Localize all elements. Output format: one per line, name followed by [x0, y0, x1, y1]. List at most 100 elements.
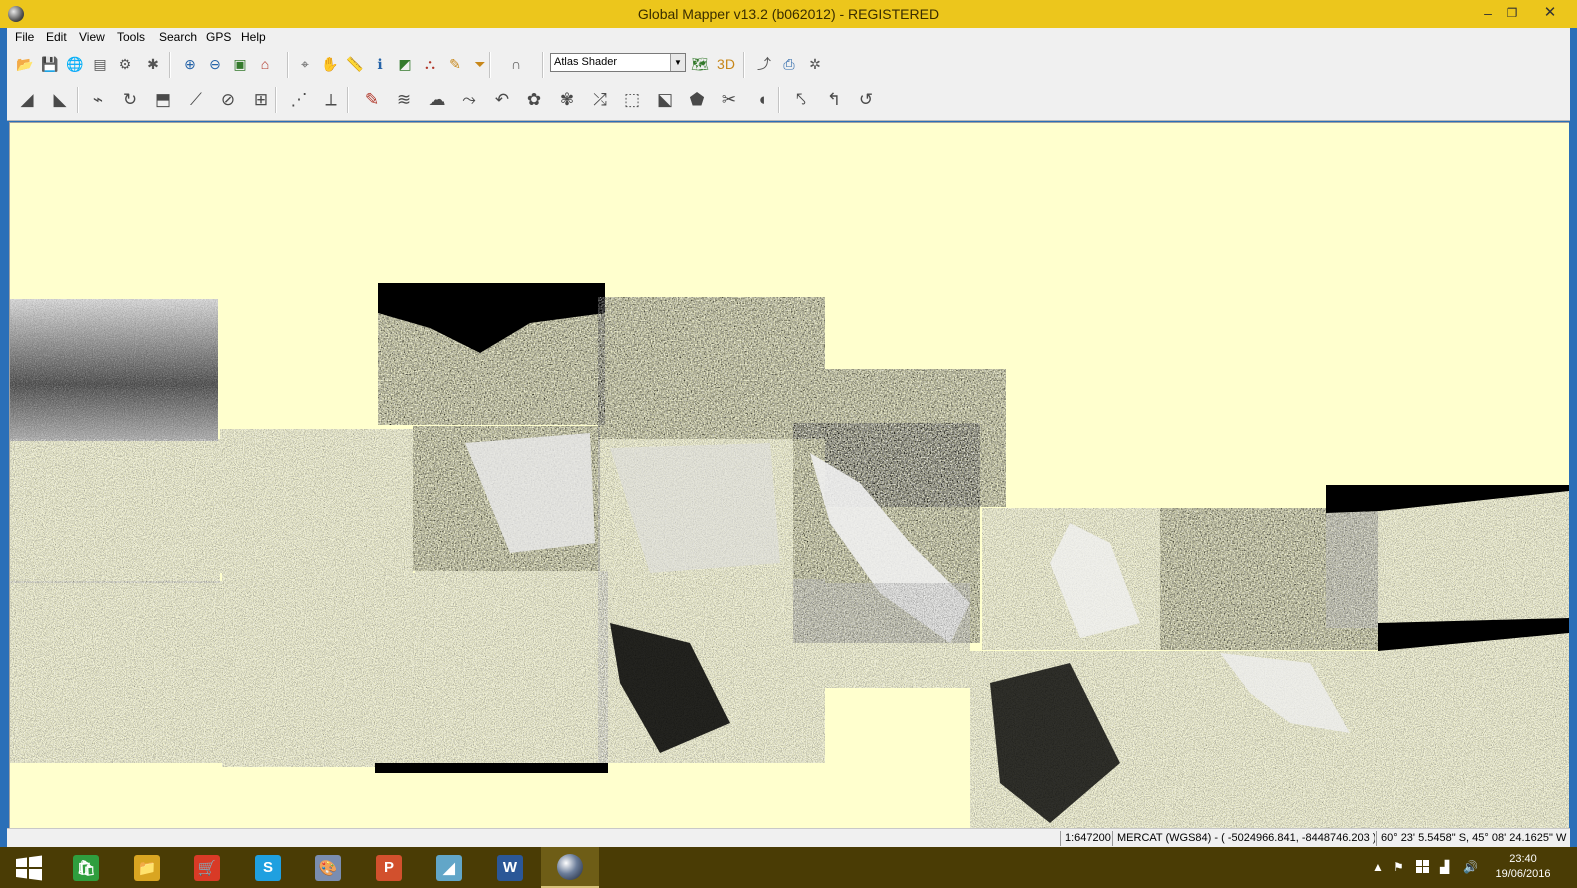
shader-options-button[interactable]: 🗺	[691, 55, 709, 72]
edit-vertex-button[interactable]: ⌁	[92, 90, 104, 109]
snap-button[interactable]: ⤣	[796, 90, 806, 109]
config-button[interactable]: ⚙	[118, 55, 132, 72]
smooth-line-button[interactable]: ≋	[396, 90, 412, 109]
trim-line-button[interactable]: ↶	[494, 90, 510, 109]
move-feature-button[interactable]: ⬒	[154, 90, 172, 109]
menu-tools[interactable]: Tools	[117, 30, 146, 44]
imagery-mosaic	[10, 283, 1569, 828]
tools-button[interactable]: ✱	[147, 55, 159, 72]
home-button[interactable]: ⌂	[260, 56, 270, 72]
pencil-tool-button[interactable]: ✎	[364, 90, 380, 109]
zoom-to-layer-button[interactable]: ▣	[233, 55, 247, 72]
powerpoint-icon: P	[376, 854, 402, 881]
clock[interactable]: 23:40 19/06/2016	[1488, 852, 1558, 882]
crop-area-button[interactable]: ✾	[559, 90, 575, 109]
cut-area-button[interactable]: ✂	[721, 90, 737, 109]
menu-edit[interactable]: Edit	[46, 30, 67, 44]
extend-line-button[interactable]: ⤳	[462, 90, 476, 109]
simplify-button[interactable]: ◖	[756, 90, 768, 109]
file-explorer-taskbar-button[interactable]: 📁	[118, 847, 176, 888]
path-profile-button[interactable]: ⛬	[425, 55, 435, 72]
shader-dropdown[interactable]: Atlas Shader ▼	[550, 53, 686, 72]
feature-info-button[interactable]: ℹ	[377, 55, 383, 72]
word-taskbar-button[interactable]: W	[481, 847, 539, 888]
shader-dropdown-value: Atlas Shader	[554, 56, 617, 68]
download-online-data-button[interactable]: 🌐	[66, 55, 84, 72]
open-data-file-button[interactable]: 📂	[16, 55, 34, 72]
imagery-tile	[1378, 618, 1569, 651]
combine-areas-button[interactable]: ⊘	[220, 90, 236, 109]
area-from-lines-button[interactable]: ☁	[428, 90, 446, 109]
imagery-tile	[1378, 628, 1569, 828]
imagery-tile	[415, 571, 608, 773]
app-globe-icon[interactable]	[8, 6, 24, 22]
store-icon: 🛍	[73, 854, 99, 881]
powerpoint-taskbar-button[interactable]: P	[360, 847, 418, 888]
menu-file[interactable]: File	[15, 30, 35, 44]
chevron-down-icon[interactable]: ▼	[670, 54, 685, 71]
3d-view-button[interactable]: 3D	[717, 56, 735, 72]
toolbar-separator	[489, 52, 491, 78]
windows-action-icon[interactable]	[1416, 860, 1430, 874]
split-line-button[interactable]: ⟋	[190, 90, 202, 109]
grid-tool-button[interactable]: ⊞	[253, 90, 269, 109]
control-center-button[interactable]: ▤	[93, 55, 107, 72]
digitize-area-button[interactable]: ◢	[20, 90, 34, 109]
zoom-out-button[interactable]: ⊖	[209, 55, 221, 72]
lock-button[interactable]: ∩	[510, 56, 522, 72]
gps-button[interactable]: ✲	[809, 55, 821, 72]
word-icon: W	[497, 854, 523, 881]
volume-icon[interactable]: 🔊	[1463, 860, 1478, 874]
digitizer-button[interactable]: ✎	[449, 55, 461, 72]
map-view[interactable]	[9, 122, 1569, 828]
imagery-tile	[465, 433, 595, 553]
paint-taskbar-button[interactable]: 🎨	[299, 847, 357, 888]
menu-gps[interactable]: GPS	[206, 30, 232, 44]
digitize-line-button[interactable]: ◣	[53, 90, 67, 109]
map-canvas[interactable]	[10, 123, 1569, 828]
shopping-cart-taskbar-button[interactable]: 🛒	[178, 847, 236, 888]
zoom-in-button[interactable]: ⊕	[184, 55, 196, 72]
buffer-area-button[interactable]: ✿	[526, 90, 542, 109]
imagery-tile	[1050, 523, 1140, 638]
global-mapper-taskbar-button[interactable]	[541, 847, 599, 888]
intersect-areas-button[interactable]: ⬕	[656, 90, 674, 109]
start-button[interactable]	[14, 855, 44, 881]
tray-overflow-icon[interactable]: ▲	[1372, 860, 1384, 874]
minimize-button[interactable]: –	[1484, 5, 1492, 21]
skype-taskbar-button[interactable]: S	[239, 847, 297, 888]
delete-vertex-button[interactable]: ⟂	[325, 90, 337, 109]
flag-icon[interactable]: ⚑	[1393, 860, 1404, 874]
menu-search[interactable]: Search	[159, 30, 198, 44]
imagery-tile	[825, 583, 970, 688]
restore-button[interactable]: ❐	[1506, 6, 1518, 20]
imagery-tile	[610, 623, 730, 753]
union-areas-button[interactable]: ⬚	[623, 90, 641, 109]
print-button[interactable]: ⎙	[783, 55, 795, 72]
menu-view[interactable]: View	[79, 30, 105, 44]
rotate-feature-button[interactable]: ↻	[122, 90, 138, 109]
store-taskbar-button[interactable]: 🛍	[57, 847, 115, 888]
add-vertex-button[interactable]: ⋰	[290, 90, 308, 109]
filter-button[interactable]: ⏷	[474, 55, 486, 72]
redo-edit-button[interactable]: ↺	[858, 90, 874, 109]
notebook-taskbar-button[interactable]: ◢	[420, 847, 478, 888]
imagery-tile	[10, 299, 218, 441]
network-icon[interactable]: ▟	[1440, 860, 1450, 874]
save-workspace-button[interactable]: 💾	[41, 55, 59, 72]
pan-tool-button[interactable]: ✋	[321, 55, 339, 72]
measure-tool-button[interactable]: 📏	[346, 55, 364, 72]
view-shed-button[interactable]: ◩	[398, 55, 412, 72]
info-tool-button[interactable]: ⌖	[301, 55, 309, 72]
file-explorer-icon: 📁	[134, 854, 160, 881]
close-button[interactable]: ✕	[1543, 4, 1557, 21]
imagery-tile	[378, 283, 605, 353]
undo-edit-button[interactable]: ↰	[826, 90, 842, 109]
menu-help[interactable]: Help	[241, 30, 266, 44]
export-button[interactable]: ⤴	[757, 56, 771, 72]
windows-logo-icon	[16, 855, 42, 881]
connect-lines-button[interactable]: ⤮	[593, 90, 607, 109]
title-bar[interactable]: Global Mapper v13.2 (b062012) - REGISTER…	[0, 0, 1577, 28]
fill-area-button[interactable]: ⬟	[689, 90, 705, 109]
